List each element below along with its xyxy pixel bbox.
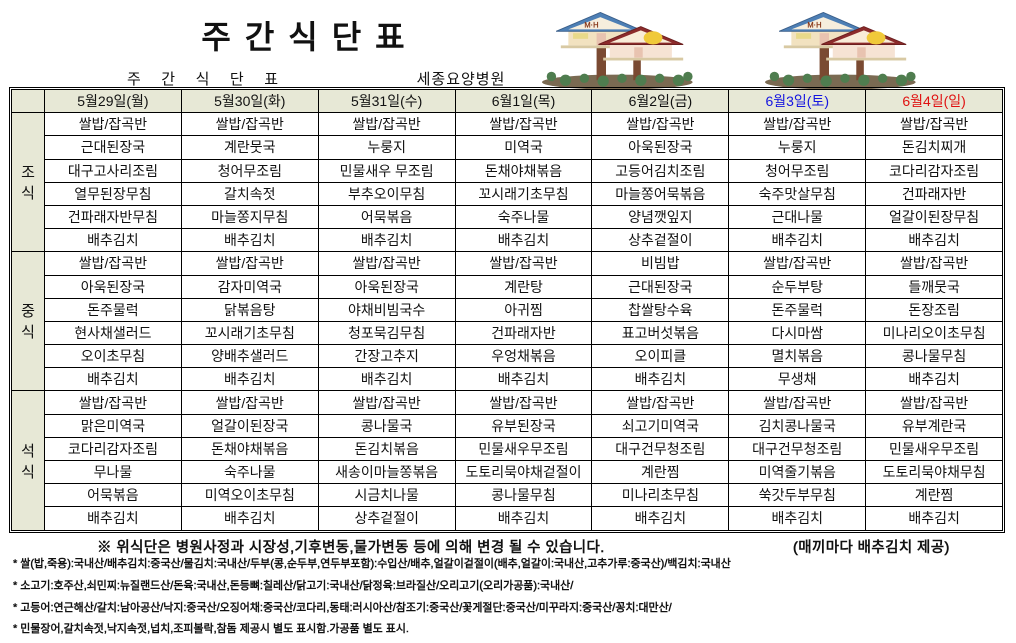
svg-text:M·H: M·H xyxy=(584,21,599,30)
svg-text:M·H: M·H xyxy=(807,21,822,30)
